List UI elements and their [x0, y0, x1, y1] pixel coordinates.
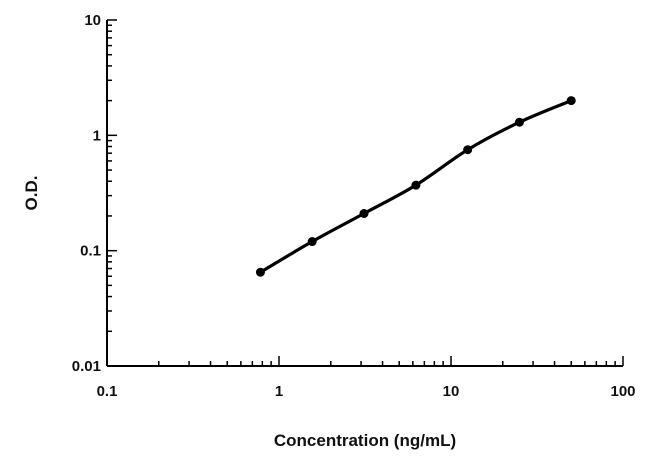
y-tick-label: 1: [93, 127, 101, 144]
data-point: [307, 237, 317, 247]
plot-area: 0.01 0.1 1 10 0.1 1 10 100: [72, 12, 636, 400]
data-point: [514, 117, 524, 127]
y-axis-title: O.D.: [22, 176, 41, 211]
x-axis-title: Concentration (ng/mL): [274, 431, 456, 450]
x-tick-label: 0.1: [97, 383, 118, 400]
x-axis-ticks: [106, 356, 624, 366]
y-axis-ticks: [107, 19, 117, 367]
x-axis-tick-labels: 0.1 1 10 100: [97, 383, 636, 400]
x-tick-label: 1: [275, 383, 283, 400]
y-tick-label: 10: [84, 12, 101, 29]
y-axis-tick-labels: 0.01 0.1 1 10: [72, 12, 101, 375]
data-point: [359, 209, 369, 219]
data-points: [255, 96, 576, 277]
x-tick-label: 100: [610, 383, 635, 400]
data-point: [566, 96, 576, 106]
y-tick-label: 0.1: [80, 243, 101, 260]
y-tick-label: 0.01: [72, 358, 101, 375]
data-point: [255, 267, 265, 277]
data-point: [411, 180, 421, 190]
data-point: [463, 145, 473, 155]
x-tick-label: 10: [443, 383, 460, 400]
